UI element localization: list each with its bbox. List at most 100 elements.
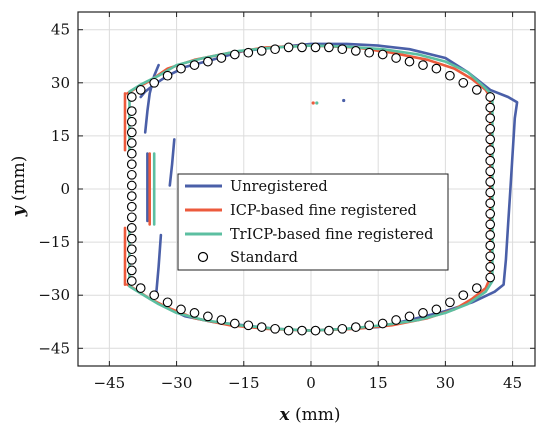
standard-point [485, 262, 496, 272]
standard-point [283, 42, 294, 53]
standard-point [189, 308, 200, 318]
legend-label-unregistered: Unregistered [230, 179, 328, 195]
standard-point [404, 311, 415, 322]
x-tick-label: −45 [94, 374, 126, 392]
standard-point [189, 60, 200, 70]
standard-point [126, 191, 137, 201]
standard-point [243, 320, 254, 331]
standard-point [364, 47, 375, 58]
y-axis-ticks: −45 −30 −15 0 15 30 45 [38, 21, 535, 357]
standard-point [418, 60, 428, 70]
standard-point [162, 297, 173, 308]
standard-point [458, 290, 469, 301]
standard-point [216, 53, 227, 63]
standard-point [337, 44, 348, 55]
standard-point [445, 297, 455, 308]
standard-point [297, 42, 307, 53]
standard-point [256, 322, 267, 332]
standard-point [149, 290, 160, 301]
standard-point [126, 276, 137, 286]
standard-point [471, 85, 482, 95]
stray-point [311, 101, 315, 105]
standard-point [229, 49, 240, 60]
x-tick-label: −15 [228, 374, 260, 392]
y-tick-label: 45 [51, 21, 70, 39]
x-axis-ticks: −45 −30 −15 0 15 30 45 [94, 12, 522, 392]
standard-point [485, 208, 496, 219]
standard-point [364, 320, 375, 331]
standard-point [176, 304, 186, 315]
standard-point [337, 323, 348, 334]
standard-point [270, 44, 280, 55]
x-tick-label: 45 [503, 374, 522, 392]
legend: Unregistered ICP-based fine registered T… [177, 173, 449, 271]
standard-point [310, 42, 321, 53]
standard-point [391, 53, 401, 63]
standard-point [126, 106, 137, 116]
standard-point [485, 145, 496, 155]
standard-point [485, 123, 496, 134]
legend-marker-standard [197, 251, 209, 263]
standard-point [485, 219, 496, 230]
stray-point [342, 98, 346, 103]
standard-point [377, 318, 388, 329]
legend-label-standard: Standard [230, 250, 298, 266]
standard-point [418, 308, 428, 318]
y-tick-label: 30 [51, 74, 70, 92]
standard-point [458, 77, 469, 88]
standard-point [126, 159, 137, 170]
y-axis-label: y (mm) [9, 156, 29, 218]
stray-points [311, 98, 346, 105]
standard-point [135, 283, 146, 293]
standard-point [270, 323, 280, 334]
standard-point [126, 265, 137, 276]
standard-point [391, 315, 401, 325]
standard-point [471, 283, 482, 293]
standard-point [126, 169, 137, 180]
standard-point [485, 251, 496, 262]
standard-point [485, 230, 496, 240]
standard-point [324, 325, 334, 336]
standard-point [149, 77, 160, 88]
standard-point [297, 325, 307, 336]
standard-point [445, 70, 455, 81]
standard-point [203, 56, 213, 67]
standard-point [485, 92, 496, 102]
standard-point [431, 304, 442, 315]
y-tick-label: 15 [51, 127, 70, 145]
standard-point [135, 85, 146, 95]
standard-point [176, 63, 186, 74]
series-line-unregistered [168, 138, 176, 187]
standard-point [324, 42, 334, 53]
standard-point [404, 56, 415, 67]
standard-point [485, 177, 496, 187]
standard-point [126, 180, 137, 191]
standard-point [310, 325, 321, 336]
y-tick-label: −30 [38, 286, 70, 304]
legend-box [177, 173, 449, 271]
standard-point [431, 63, 442, 74]
standard-point [229, 318, 240, 329]
standard-point [485, 272, 496, 283]
standard-point [485, 113, 496, 124]
legend-label-tricp: TrICP-based fine registered [230, 227, 433, 243]
standard-point [485, 187, 496, 198]
standard-point [126, 244, 137, 255]
standard-point [126, 223, 137, 233]
standard-point [126, 92, 137, 102]
standard-point [350, 322, 361, 332]
y-tick-label: −45 [38, 339, 70, 357]
series-line-unregistered [143, 63, 160, 134]
standard-point [485, 134, 496, 145]
standard-point [203, 311, 213, 322]
x-tick-label: 15 [369, 374, 388, 392]
standard-point [126, 201, 137, 212]
x-tick-label: −30 [161, 374, 193, 392]
standard-point [256, 46, 267, 56]
standard-point [126, 212, 137, 223]
standard-point [377, 49, 388, 60]
standard-markers [126, 42, 496, 336]
y-tick-label: 0 [60, 180, 70, 198]
standard-point [485, 240, 496, 251]
